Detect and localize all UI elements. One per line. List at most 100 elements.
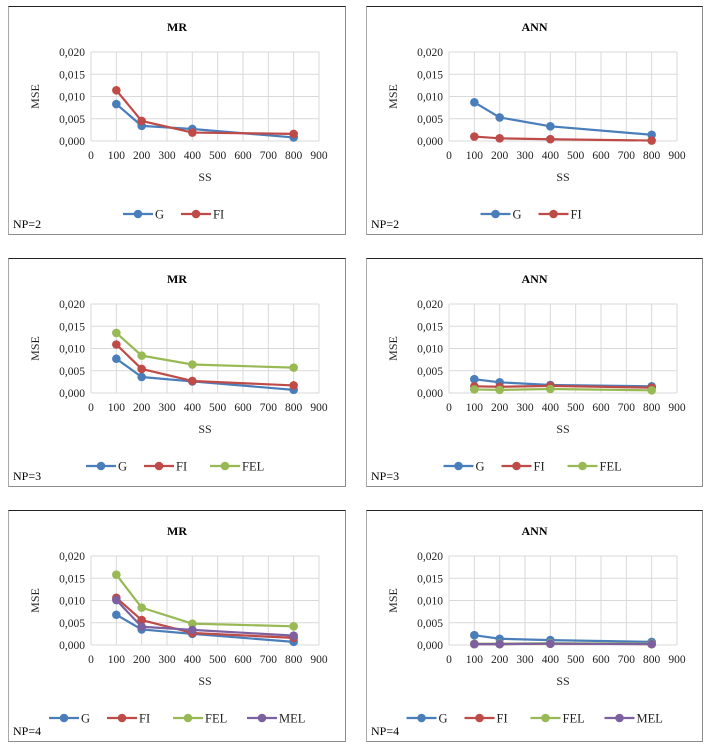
series-fel [470,384,656,395]
x-tick-label: 800 [285,402,303,414]
np-label: NP=2 [13,217,42,231]
series-line [473,101,652,136]
x-tick-label: 500 [567,402,585,414]
x-tick-label: 200 [491,150,509,162]
x-tick-label: 900 [668,402,686,414]
x-tick-label: 700 [260,150,278,162]
x-tick-label: 600 [234,150,252,162]
y-tick-label: 0,020 [417,551,443,563]
legend-label: FEL [563,712,585,726]
legend-item-fi: FI [181,208,224,222]
y-tick-label: 0,010 [417,92,443,104]
chart-svg: MR 0 100 200 300 400 500 600 700 800 900 0,000 0,005… [28,524,328,726]
legend: G FI FEL MEL [406,712,663,726]
data-point [470,630,479,640]
legend-marker [491,209,500,219]
y-tick-label: 0,010 [59,596,85,608]
legend-marker [133,209,143,219]
legend-label: FI [534,460,545,474]
x-axis-label: SS [556,170,569,184]
x-tick-label: 700 [618,150,636,162]
legend: G FI [480,208,582,222]
chart-panel-ann-np2: ANN 0 100 200 300 400 500 600 700 800 900 0,000 0,00… [366,6,703,235]
x-tick-label: 500 [209,402,227,414]
data-point [137,364,146,374]
x-axis-label: SS [198,674,211,688]
legend-item-mel: MEL [247,712,305,726]
chart-panel-mr-np2: MR 0 100 200 300 400 500 600 700 800 900 0,000 0,005… [8,6,346,235]
legend-marker [183,713,193,723]
x-tick-label: 700 [260,402,278,414]
legend-label: G [439,712,448,726]
series-line [115,343,294,387]
legend-item-fel: FEL [567,460,622,474]
x-tick-label: 600 [592,654,610,666]
legend-label: G [118,460,127,474]
data-point [112,99,121,109]
legend-item-g: G [49,712,90,726]
x-tick-label: 300 [516,654,534,666]
data-point [137,351,146,360]
legend-marker [154,461,164,471]
data-point [289,622,298,631]
series-fi [112,85,298,139]
x-tick-label: 0 [446,402,452,414]
data-point [188,619,197,628]
chart-svg: MR 0 100 200 300 400 500 600 700 800 900 0,000 0,005… [28,20,328,222]
x-tick-label: 200 [133,402,151,414]
legend-label: G [81,712,90,726]
data-point [546,134,555,144]
data-point [546,384,555,394]
x-tick-label: 600 [592,150,610,162]
series-line [115,332,294,369]
x-tick-label: 100 [108,654,126,666]
x-tick-label: 300 [158,402,176,414]
y-tick-label: 0,015 [417,573,443,585]
data-point [188,625,197,635]
x-tick-label: 500 [209,150,227,162]
legend-marker [220,461,230,471]
legend-label: FEL [600,460,622,474]
data-point [112,610,121,620]
data-point [188,376,197,386]
data-point [112,340,121,349]
x-tick-label: 0 [88,150,94,162]
legend-item-fi: FI [538,208,582,222]
series-g [470,97,656,140]
data-point [546,639,555,648]
x-tick-label: 400 [184,654,202,666]
x-tick-label: 900 [668,150,686,162]
x-tick-label: 100 [466,402,484,414]
series-g [112,354,298,395]
legend-label: G [476,460,485,474]
y-tick-label: 0,005 [59,366,85,378]
data-point [137,603,146,612]
legend-marker [549,209,558,219]
chart-panel-ann-np4: ANN 0 100 200 300 400 500 600 700 800 900 0,000 0,00… [366,510,703,742]
legend: G FI FEL [86,460,264,474]
x-axis-label: SS [198,422,211,436]
data-point [546,122,555,131]
data-point [495,134,504,143]
x-axis-label: SS [556,674,569,688]
data-point [495,639,504,649]
x-tick-label: 100 [466,150,484,162]
y-axis-label: MSE [28,588,42,613]
x-axis-label: SS [556,422,569,436]
x-tick-label: 700 [260,654,278,666]
x-tick-label: 900 [310,654,328,666]
x-tick-label: 100 [466,654,484,666]
y-tick-label: 0,005 [417,114,443,126]
x-tick-label: 800 [643,654,661,666]
x-tick-label: 300 [158,150,176,162]
legend-label: MEL [637,712,663,726]
y-tick-label: 0,020 [59,299,85,311]
series-fi [112,340,298,390]
x-tick-label: 200 [133,654,151,666]
legend-item-fi: FI [144,460,187,474]
data-point [188,128,197,137]
y-tick-label: 0,000 [417,136,443,148]
y-tick-label: 0,020 [59,551,85,563]
data-point [112,570,121,579]
data-point [112,85,121,95]
